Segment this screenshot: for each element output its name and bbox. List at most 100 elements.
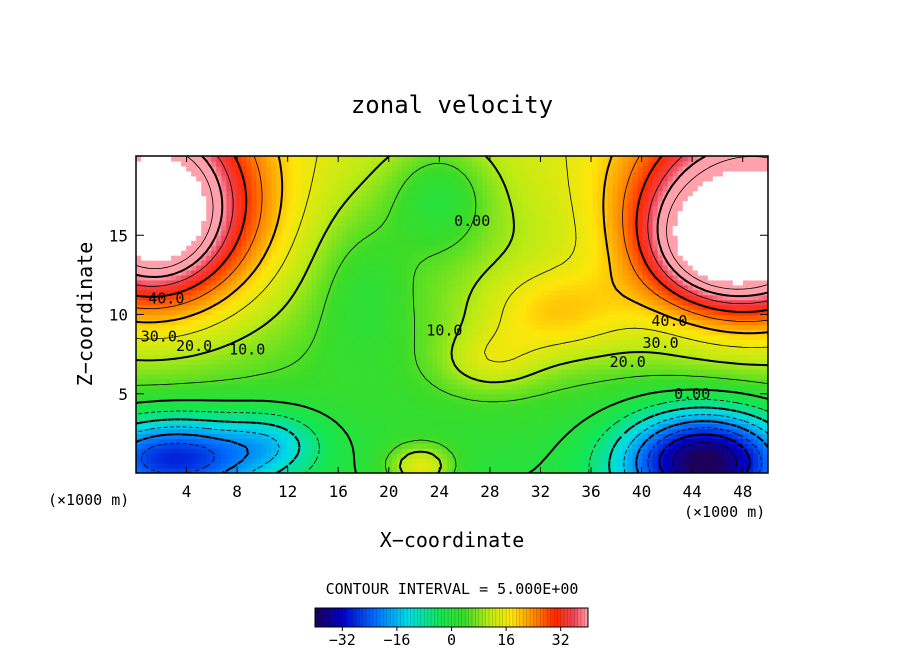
field-cell <box>602 284 609 291</box>
field-cell <box>296 388 303 395</box>
field-cell <box>487 329 493 335</box>
field-cell <box>617 453 624 459</box>
field-cell <box>431 378 438 385</box>
field-cell <box>687 403 694 410</box>
field-cell <box>301 368 308 375</box>
field-cell <box>286 294 293 301</box>
field-cell <box>141 453 147 459</box>
field-cell <box>146 289 152 296</box>
field-cell <box>311 354 318 360</box>
field-cell <box>637 354 644 360</box>
field-cell <box>286 339 293 345</box>
field-cell <box>577 468 584 473</box>
field-cell <box>587 453 594 459</box>
field-cell <box>291 403 298 410</box>
field-cell <box>281 279 288 286</box>
field-cell <box>747 403 754 410</box>
field-cell <box>391 324 398 330</box>
field-cell <box>306 428 313 434</box>
field-cell <box>146 359 152 365</box>
field-cell <box>607 284 614 291</box>
field-cell <box>426 468 433 473</box>
field-cell <box>482 413 488 420</box>
field-cell <box>452 403 458 410</box>
field-cell <box>196 274 202 281</box>
field-cell <box>311 448 318 454</box>
field-cell <box>191 299 197 306</box>
field-cell <box>436 334 443 340</box>
field-cell <box>547 299 553 306</box>
field-cell <box>366 413 373 420</box>
field-cell <box>582 418 589 425</box>
field-cell <box>311 294 318 301</box>
field-cell <box>251 354 257 360</box>
field-cell <box>672 403 679 410</box>
field-cell <box>331 329 338 335</box>
field-cell <box>296 299 303 306</box>
field-cell <box>467 423 473 430</box>
field-cell <box>141 368 147 375</box>
field-cell <box>171 468 177 473</box>
field-cell <box>502 393 508 400</box>
field-cell <box>436 448 443 454</box>
field-cell <box>547 408 553 415</box>
field-cell <box>707 294 714 301</box>
field-cell <box>421 294 428 301</box>
field-cell <box>421 309 428 316</box>
field-cell <box>482 364 488 370</box>
field-cell <box>241 378 247 385</box>
field-cell <box>647 329 654 335</box>
field-cell <box>221 408 227 415</box>
field-cell <box>752 324 759 330</box>
field-cell <box>592 428 599 434</box>
field-cell <box>336 309 343 316</box>
field-cell <box>181 433 187 439</box>
field-cell <box>201 448 207 454</box>
field-cell <box>752 334 759 340</box>
field-cell <box>256 378 262 385</box>
field-cell <box>201 329 207 335</box>
field-cell <box>602 453 609 459</box>
field-cell <box>477 279 483 286</box>
field-cell <box>406 354 413 360</box>
field-cell <box>426 428 433 434</box>
field-cell <box>467 274 473 281</box>
field-cell <box>492 448 498 454</box>
field-cell <box>226 294 232 301</box>
field-cell <box>416 279 423 286</box>
field-cell <box>366 274 373 281</box>
field-cell <box>587 373 594 380</box>
field-cell <box>652 443 659 449</box>
field-cell <box>632 294 639 301</box>
field-cell <box>577 368 584 375</box>
field-cell <box>602 304 609 311</box>
field-cell <box>597 423 604 430</box>
field-cell <box>582 458 589 464</box>
field-cell <box>371 289 378 296</box>
field-cell <box>446 334 453 340</box>
field-cell <box>231 393 237 400</box>
field-cell <box>557 383 563 390</box>
field-cell <box>416 378 423 385</box>
field-cell <box>642 309 649 316</box>
field-cell <box>151 349 157 355</box>
field-cell <box>597 304 604 311</box>
field-cell <box>381 403 388 410</box>
field-cell <box>652 453 659 459</box>
field-cell <box>326 284 333 291</box>
field-cell <box>517 274 523 281</box>
field-cell <box>532 453 538 459</box>
field-cell <box>482 294 488 301</box>
field-cell <box>607 359 614 365</box>
field-cell <box>547 284 553 291</box>
field-cell <box>341 304 348 311</box>
field-cell <box>652 398 659 405</box>
field-cell <box>707 339 714 345</box>
field-cell <box>301 349 308 355</box>
field-cell <box>321 453 328 459</box>
field-cell <box>617 309 624 316</box>
field-cell <box>747 349 754 355</box>
field-cell <box>151 284 157 291</box>
field-cell <box>351 393 358 400</box>
field-cell <box>727 314 734 321</box>
